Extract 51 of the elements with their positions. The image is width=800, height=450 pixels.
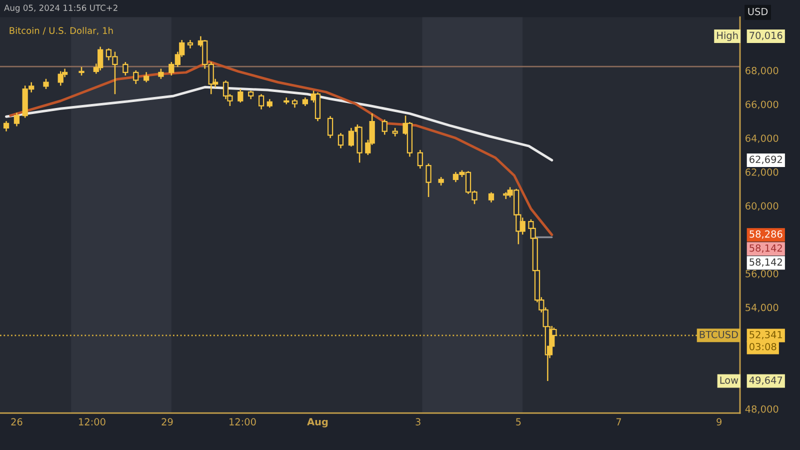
y-tick-label: 62,000 (746, 168, 778, 177)
text: 49,647 (749, 376, 782, 385)
y-tick-label: 60,000 (746, 202, 778, 211)
text: 52,341 (750, 330, 782, 340)
line-series (9, 60, 554, 236)
candlestick (3, 120, 10, 132)
y-tick-label: 54,000 (746, 304, 778, 312)
x-tick-label: 5 (516, 418, 521, 426)
x-tick-label: 3 (416, 418, 420, 426)
x-tick-label: Aug (307, 418, 328, 428)
line-series (5, 86, 554, 162)
candlestick (238, 88, 244, 104)
text: 70,016 (750, 32, 782, 40)
candlestick (14, 112, 20, 127)
y-tick-label: 68,000 (746, 66, 778, 76)
candlestick (488, 192, 494, 204)
candlestick (43, 78, 49, 90)
x-tick-label: 29 (162, 418, 173, 426)
candlestick (98, 46, 104, 72)
x-tick-label: 12:00 (230, 418, 256, 426)
candlestick (327, 115, 334, 139)
x-tick-label: 7 (616, 418, 622, 426)
x-tick-label: 12:00 (79, 418, 106, 426)
candlestick (158, 68, 164, 80)
text: 58,286 (750, 230, 782, 239)
candlestick (144, 71, 150, 83)
ref-line-label: BTCUSD (700, 330, 738, 338)
candlestick (382, 118, 388, 136)
text: 58,142 (750, 244, 782, 253)
y-axis-title: USD (748, 8, 768, 16)
text: Bitcoin / U.S. Dollar, 1h (10, 27, 113, 35)
y-tick-label: 48,000 (745, 405, 778, 414)
annotation: High (717, 32, 738, 42)
text: 62,692 (750, 156, 782, 164)
text: 03:08 (750, 342, 776, 350)
candlestick (338, 132, 344, 149)
candlestick (348, 127, 354, 148)
candlestick (122, 61, 128, 76)
candlestick (58, 70, 64, 86)
x-tick-label: 26 (11, 418, 22, 426)
x-tick-label: 9 (716, 418, 722, 426)
annotation: Low (720, 376, 738, 384)
y-tick-label: 64,000 (746, 134, 778, 143)
candlestick (133, 70, 139, 85)
chart-subtitle: Aug 05, 2024 11:56 UTC+2 (4, 4, 118, 13)
candlestick (520, 217, 526, 236)
candlestick (258, 93, 264, 110)
y-tick-label: 56,000 (746, 270, 778, 278)
y-tick-label: 66,000 (746, 100, 778, 110)
text: 58,142 (750, 258, 782, 267)
candlestick (426, 162, 432, 198)
